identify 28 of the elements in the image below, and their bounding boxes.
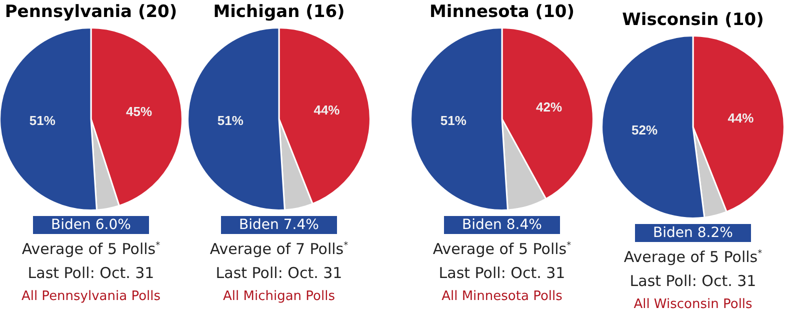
text: All Pennsylvania Polls <box>20 288 162 306</box>
data-label: 52% <box>631 122 658 138</box>
data-label: 45% <box>126 104 152 119</box>
text: All Minnesota Polls <box>440 288 564 306</box>
data-label: 51% <box>440 113 467 128</box>
text: Biden 7.4% <box>221 216 337 234</box>
text: Last Poll: Oct. 31 <box>628 271 758 292</box>
text: Last Poll: Oct. 31 <box>214 263 344 284</box>
text: Average of 5 Polls$^{*}$ <box>20 239 162 260</box>
data-label: 42% <box>536 99 563 114</box>
chart-title: Pennsylvania (20) <box>4 1 178 24</box>
text: Last Poll: Oct. 31 <box>26 263 156 284</box>
text: Biden 8.2% <box>635 224 751 242</box>
text: All Michigan Polls <box>222 288 336 306</box>
data-label: 51% <box>217 113 244 128</box>
text: Biden 6.0% <box>33 216 149 234</box>
data-label: 44% <box>728 110 754 126</box>
text: Average of 5 Polls$^{*}$ <box>432 239 572 260</box>
chart-title: Wisconsin (10) <box>621 9 765 32</box>
text: Last Poll: Oct. 31 <box>438 263 566 284</box>
data-label: 51% <box>29 113 56 128</box>
data-label: 44% <box>314 102 340 118</box>
text: Average of 7 Polls$^{*}$ <box>208 239 350 260</box>
chart-title: Minnesota (10) <box>428 1 576 24</box>
text: Average of 5 Polls$^{*}$ <box>622 247 764 268</box>
text: Biden 8.4% <box>444 216 560 234</box>
text: All Wisconsin Polls <box>632 296 754 314</box>
chart-title: Michigan (16) <box>212 1 346 24</box>
